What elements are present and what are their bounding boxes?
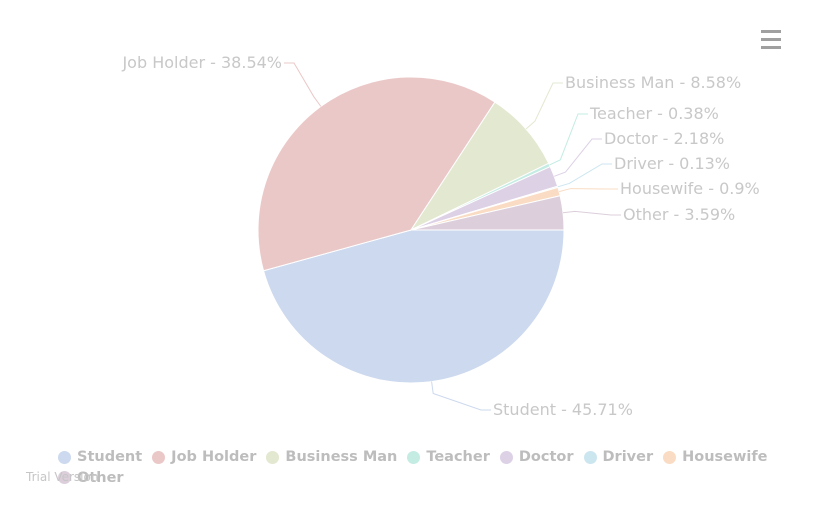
legend-label: Business Man [285, 449, 398, 465]
data-label-doctor: Doctor - 2.18% [604, 129, 724, 148]
hamburger-icon-bar [761, 46, 781, 49]
connector-driver [557, 163, 612, 188]
trial-watermark: Trial Version [26, 470, 99, 484]
legend-marker [407, 450, 421, 464]
legend-item-business-man[interactable]: Business Man [266, 447, 397, 467]
data-label-driver: Driver - 0.13% [614, 154, 730, 173]
legend-marker [266, 450, 280, 464]
data-label-housewife: Housewife - 0.9% [620, 179, 760, 198]
legend-label: Student [77, 449, 143, 465]
legend-label: Housewife [682, 449, 768, 465]
legend-marker [663, 450, 677, 464]
data-label-job-holder: Job Holder - 38.54% [121, 53, 282, 72]
legend-label: Driver [602, 449, 654, 465]
connector-teacher [549, 113, 588, 166]
legend-marker [58, 471, 71, 484]
chart-menu-button[interactable] [758, 30, 784, 54]
legend-label: Teacher [426, 449, 490, 465]
connector-student [431, 381, 491, 411]
legend-label: Doctor [518, 449, 574, 465]
legend-label: Other [77, 469, 124, 486]
legend-item-housewife[interactable]: Housewife [663, 447, 768, 467]
legend-marker [583, 450, 597, 464]
chart-legend: Student Job Holder Business Man Teacher Doct… [58, 447, 798, 488]
legend-item-student[interactable]: Student [58, 447, 142, 467]
pie-slice-student[interactable] [262, 229, 565, 384]
legend-item-doctor[interactable]: Doctor [499, 447, 574, 467]
legend-marker [152, 450, 166, 464]
pie-slice-other[interactable] [410, 195, 565, 231]
legend-item-teacher[interactable]: Teacher [407, 447, 490, 467]
legend-label: Job Holder [171, 449, 257, 465]
pie-slice-business-man[interactable] [409, 101, 550, 232]
legend-marker [499, 450, 513, 464]
hamburger-icon-bar [761, 38, 781, 41]
connector-business-man [525, 82, 563, 130]
data-label-teacher: Teacher - 0.38% [589, 104, 719, 123]
legend-marker [58, 450, 71, 464]
data-label-student: Student - 45.71% [493, 400, 633, 419]
connector-housewife [558, 188, 618, 193]
legend-item-job-holder[interactable]: Job Holder [152, 447, 256, 467]
legend-item-driver[interactable]: Driver [583, 447, 654, 467]
connector-doctor [554, 138, 602, 177]
data-label-business-man: Business Man - 8.58% [565, 73, 741, 92]
connector-other [562, 210, 621, 216]
data-label-other: Other - 3.59% [623, 205, 735, 224]
legend-item-other[interactable]: Other [58, 468, 124, 488]
connector-job-holder [284, 62, 322, 107]
hamburger-icon-bar [761, 30, 781, 33]
